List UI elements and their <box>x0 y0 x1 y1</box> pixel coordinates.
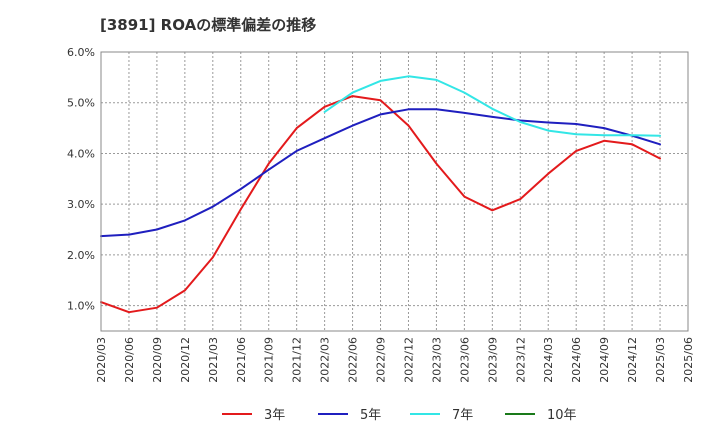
x-tick-label: 2022/03 <box>319 337 332 383</box>
x-tick-label: 2024/03 <box>542 337 555 383</box>
x-tick-label: 2023/03 <box>430 337 443 383</box>
series-layer <box>100 75 661 314</box>
x-tick-label: 2021/12 <box>291 337 304 383</box>
x-tick-label: 2023/06 <box>458 337 471 383</box>
x-tick-label: 2021/09 <box>263 337 276 383</box>
x-tick-label: 2023/09 <box>486 337 499 383</box>
x-tick-label: 2020/06 <box>123 337 136 383</box>
legend-label: 3年 <box>264 408 285 423</box>
x-tick-label: 2020/03 <box>95 337 108 383</box>
x-tick-label: 2024/06 <box>570 337 583 383</box>
y-tick-label: 3.0% <box>67 198 95 211</box>
y-tick-label: 5.0% <box>67 97 95 110</box>
legend: 3年 5年 7年 10年 <box>222 408 577 423</box>
x-tick-label: 2022/12 <box>402 337 415 383</box>
y-tick-label: 6.0% <box>67 46 95 59</box>
chart-title: [3891] ROAの標準偏差の推移 <box>100 16 317 34</box>
grid-layer <box>101 51 688 331</box>
legend-label: 5年 <box>360 408 381 423</box>
x-tick-label: 2022/06 <box>347 337 360 383</box>
x-tick-label: 2022/09 <box>375 337 388 383</box>
x-tick-label: 2025/03 <box>654 337 667 383</box>
x-tick-label: 2020/12 <box>179 337 192 383</box>
x-tick-label: 2024/09 <box>598 337 611 383</box>
series-line-7年 <box>323 75 661 137</box>
series-line-5年 <box>100 108 661 238</box>
series-line-3年 <box>100 95 661 314</box>
legend-label: 7年 <box>452 408 473 423</box>
x-tick-label: 2020/09 <box>151 337 164 383</box>
y-tick-label: 1.0% <box>67 300 95 313</box>
x-tick-label: 2023/12 <box>514 337 527 383</box>
plot-frame <box>100 51 689 332</box>
legend-label: 10年 <box>547 408 577 423</box>
x-tick-label: 2025/06 <box>682 337 695 383</box>
y-tick-label: 4.0% <box>67 147 95 160</box>
y-tick-label: 2.0% <box>67 249 95 262</box>
x-tick-label: 2021/03 <box>207 337 220 383</box>
x-axis-ticks: 2020/03 2020/06 2020/09 2020/12 2021/03 2021/… <box>95 337 695 383</box>
y-axis-ticks: 1.0% 2.0% 3.0% 4.0% 5.0% 6.0% <box>67 46 95 313</box>
x-tick-label: 2024/12 <box>626 337 639 383</box>
x-tick-label: 2021/06 <box>235 337 248 383</box>
